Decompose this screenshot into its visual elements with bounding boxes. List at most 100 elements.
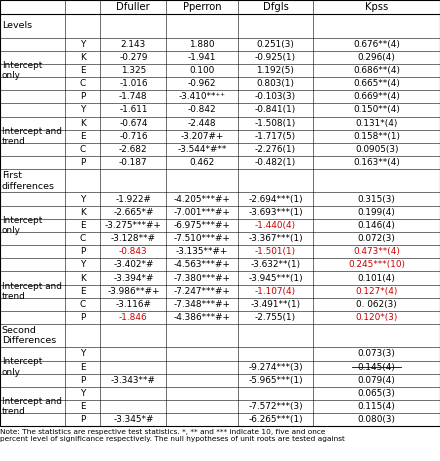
Text: -2.665*#: -2.665*# bbox=[113, 208, 154, 217]
Text: -1.717(5): -1.717(5) bbox=[255, 132, 296, 141]
Text: -3.345*#: -3.345*# bbox=[113, 415, 154, 424]
Text: 0.473**(4): 0.473**(4) bbox=[353, 247, 400, 256]
Text: P: P bbox=[80, 313, 85, 322]
Text: -7.247***#+: -7.247***#+ bbox=[173, 287, 231, 296]
Text: 0.296(4): 0.296(4) bbox=[358, 53, 396, 62]
Text: Y: Y bbox=[80, 106, 85, 114]
Text: 0.199(4): 0.199(4) bbox=[358, 208, 396, 217]
Text: 0.100: 0.100 bbox=[189, 66, 215, 75]
Text: E: E bbox=[80, 221, 85, 230]
Text: 0.080(3): 0.080(3) bbox=[358, 415, 396, 424]
Text: -2.755(1): -2.755(1) bbox=[255, 313, 296, 322]
Text: 0.065(3): 0.065(3) bbox=[358, 389, 396, 398]
Text: -4.386***#+: -4.386***#+ bbox=[173, 313, 231, 322]
Text: -2.276(1): -2.276(1) bbox=[255, 145, 296, 154]
Text: 1.880: 1.880 bbox=[189, 40, 215, 48]
Text: 0.072(3): 0.072(3) bbox=[358, 234, 396, 243]
Text: -0.962: -0.962 bbox=[188, 79, 216, 88]
Text: -1.941: -1.941 bbox=[188, 53, 216, 62]
Text: -3.275***#+: -3.275***#+ bbox=[105, 221, 162, 230]
Text: -0.187: -0.187 bbox=[119, 158, 148, 167]
Text: -3.128**#: -3.128**# bbox=[111, 234, 156, 243]
Text: E: E bbox=[80, 363, 85, 372]
Text: -1.748: -1.748 bbox=[119, 92, 148, 101]
Text: K: K bbox=[80, 208, 86, 217]
Text: Kpss: Kpss bbox=[365, 2, 388, 12]
Text: -7.572***(3): -7.572***(3) bbox=[248, 402, 303, 411]
Text: Note: The statistics are respective test statistics. *, ** and *** indicate 10, : Note: The statistics are respective test… bbox=[0, 429, 345, 442]
Text: -6.265***(1): -6.265***(1) bbox=[248, 415, 303, 424]
Text: -3.343**#: -3.343**# bbox=[111, 376, 156, 385]
Text: -3.135**#+: -3.135**#+ bbox=[176, 247, 228, 256]
Text: -1.501(1): -1.501(1) bbox=[255, 247, 296, 256]
Text: C: C bbox=[80, 145, 86, 154]
Text: 1.192(5): 1.192(5) bbox=[257, 66, 294, 75]
Text: -0.103(3): -0.103(3) bbox=[255, 92, 296, 101]
Text: Intercept
only: Intercept only bbox=[2, 61, 42, 80]
Text: C: C bbox=[80, 79, 86, 88]
Text: 0.315(3): 0.315(3) bbox=[358, 195, 396, 204]
Text: 0.803(1): 0.803(1) bbox=[257, 79, 294, 88]
Text: E: E bbox=[80, 66, 85, 75]
Text: K: K bbox=[80, 118, 86, 128]
Text: -3.945***(1): -3.945***(1) bbox=[248, 273, 303, 283]
Text: P: P bbox=[80, 158, 85, 167]
Text: -7.380***#+: -7.380***#+ bbox=[173, 273, 231, 283]
Text: -0.716: -0.716 bbox=[119, 132, 147, 141]
Text: 0.462: 0.462 bbox=[189, 158, 215, 167]
Text: Second
Differences: Second Differences bbox=[2, 326, 56, 345]
Text: Intercept and
trend: Intercept and trend bbox=[2, 397, 62, 416]
Text: 0.145(4): 0.145(4) bbox=[358, 363, 396, 372]
Text: Intercept and
trend: Intercept and trend bbox=[2, 127, 62, 146]
Text: E: E bbox=[80, 287, 85, 296]
Text: Y: Y bbox=[80, 389, 85, 398]
Text: Y: Y bbox=[80, 260, 85, 269]
Text: 0.101(4): 0.101(4) bbox=[358, 273, 396, 283]
Text: -3.632**(1): -3.632**(1) bbox=[250, 260, 301, 269]
Text: 0.146(4): 0.146(4) bbox=[358, 221, 396, 230]
Text: 0.131*(4): 0.131*(4) bbox=[356, 118, 398, 128]
Text: K: K bbox=[80, 53, 86, 62]
Text: -0.482(1): -0.482(1) bbox=[255, 158, 296, 167]
Text: P: P bbox=[80, 247, 85, 256]
Text: -1.611: -1.611 bbox=[119, 106, 147, 114]
Text: 0.127*(4): 0.127*(4) bbox=[356, 287, 398, 296]
Text: -7.001***#+: -7.001***#+ bbox=[173, 208, 231, 217]
Text: Dfgls: Dfgls bbox=[263, 2, 288, 12]
Text: -7.348***#+: -7.348***#+ bbox=[173, 300, 231, 309]
Text: 0.158**(1): 0.158**(1) bbox=[353, 132, 400, 141]
Text: Levels: Levels bbox=[2, 21, 32, 30]
Text: -2.448: -2.448 bbox=[187, 118, 216, 128]
Text: -0.842: -0.842 bbox=[187, 106, 216, 114]
Text: -0.279: -0.279 bbox=[119, 53, 147, 62]
Text: -1.508(1): -1.508(1) bbox=[255, 118, 296, 128]
Text: C: C bbox=[80, 234, 86, 243]
Text: 0.686**(4): 0.686**(4) bbox=[353, 66, 400, 75]
Text: -1.016: -1.016 bbox=[119, 79, 147, 88]
Text: Pperron: Pperron bbox=[183, 2, 221, 12]
Text: -1.440(4): -1.440(4) bbox=[255, 221, 296, 230]
Text: 0.163**(4): 0.163**(4) bbox=[353, 158, 400, 167]
Text: Y: Y bbox=[80, 40, 85, 48]
Text: Dfuller: Dfuller bbox=[117, 2, 150, 12]
Text: -5.965***(1): -5.965***(1) bbox=[248, 376, 303, 385]
Text: -3.116#: -3.116# bbox=[115, 300, 151, 309]
Text: 1.325: 1.325 bbox=[121, 66, 146, 75]
Text: -3.544*#**: -3.544*#** bbox=[177, 145, 227, 154]
Text: 0.665**(4): 0.665**(4) bbox=[353, 79, 400, 88]
Text: -3.410**⁺⁺: -3.410**⁺⁺ bbox=[179, 92, 225, 101]
Text: Intercept
only: Intercept only bbox=[2, 216, 42, 235]
Text: -3.491**(1): -3.491**(1) bbox=[250, 300, 301, 309]
Text: -4.205***#+: -4.205***#+ bbox=[173, 195, 231, 204]
Text: -3.394*#: -3.394*# bbox=[113, 273, 154, 283]
Text: K: K bbox=[80, 273, 86, 283]
Text: -0.674: -0.674 bbox=[119, 118, 147, 128]
Text: -3.986**#+: -3.986**#+ bbox=[107, 287, 160, 296]
Text: 0.150**(4): 0.150**(4) bbox=[353, 106, 400, 114]
Text: 0.251(3): 0.251(3) bbox=[257, 40, 294, 48]
Text: 0. 062(3): 0. 062(3) bbox=[356, 300, 397, 309]
Text: -0.843: -0.843 bbox=[119, 247, 148, 256]
Text: Y: Y bbox=[80, 195, 85, 204]
Text: 0.676**(4): 0.676**(4) bbox=[353, 40, 400, 48]
Text: -3.402*#: -3.402*# bbox=[113, 260, 154, 269]
